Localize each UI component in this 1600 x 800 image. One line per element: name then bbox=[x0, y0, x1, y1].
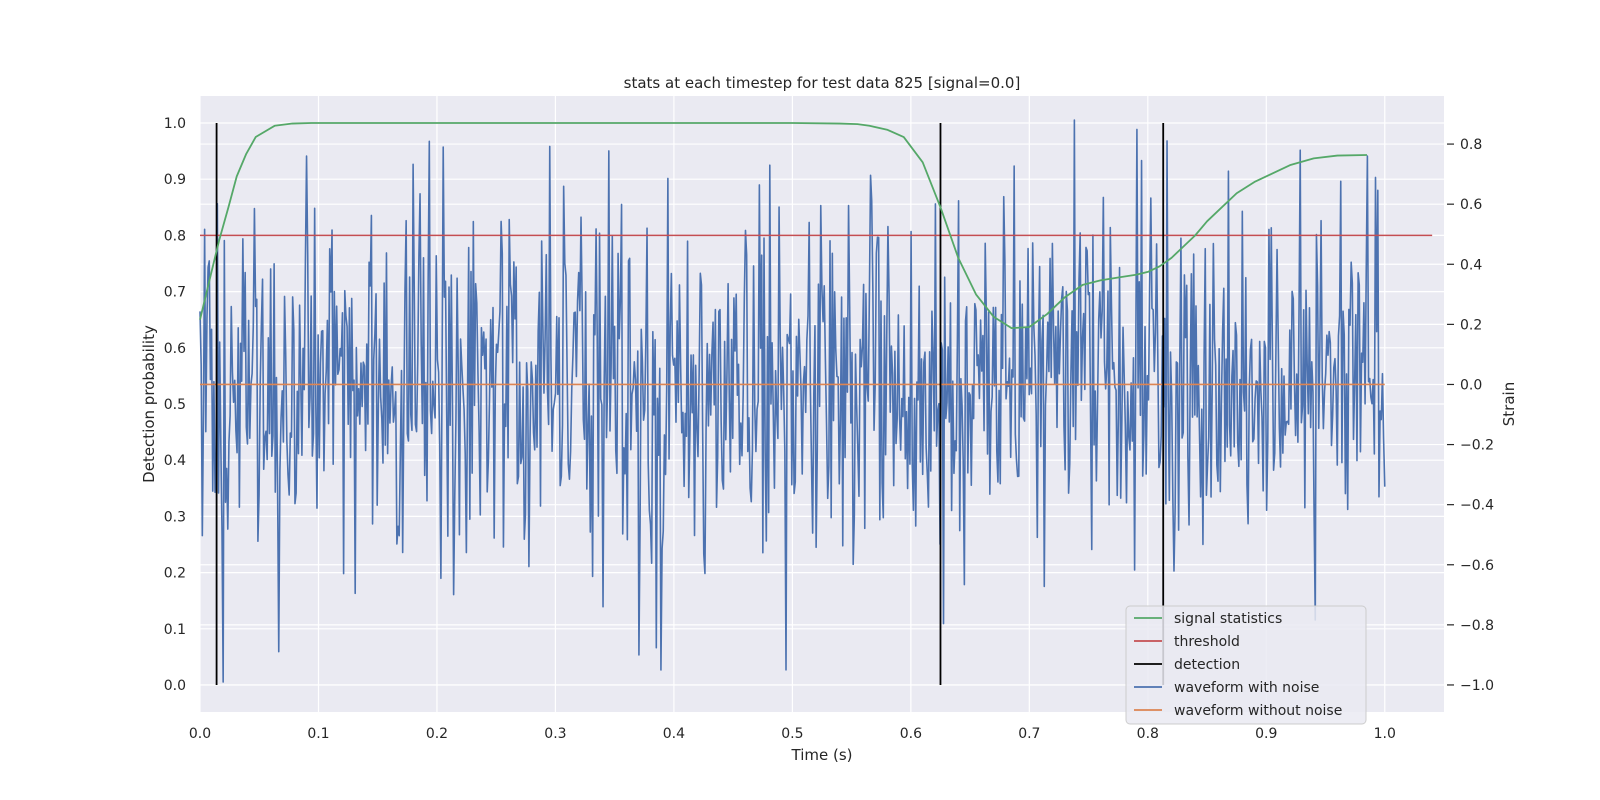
y-right-tick-label-5: 0.0 bbox=[1460, 377, 1482, 393]
y-right-tick-label-0: −1.0 bbox=[1460, 678, 1494, 694]
y-right-tick-label-2: −0.6 bbox=[1460, 558, 1494, 574]
y-right-tick-label-4: −0.2 bbox=[1460, 438, 1494, 454]
y-left-tick-label-8: 0.8 bbox=[164, 228, 186, 244]
y-right-axis-ticks: −1.0 −0.8 −0.6 −0.4 −0.2 0.0 0.2 0.4 0.6 0.8 bbox=[1447, 137, 1494, 694]
legend-label-0: signal statistics bbox=[1174, 611, 1282, 627]
y-right-axis-label: Strain bbox=[1500, 382, 1518, 426]
x-tick-label-5: 0.5 bbox=[781, 726, 803, 742]
x-tick-label-9: 0.9 bbox=[1255, 726, 1277, 742]
series-layer bbox=[199, 119, 1433, 686]
x-tick-label-7: 0.7 bbox=[1018, 726, 1040, 742]
series-waveform-with-noise bbox=[199, 119, 1386, 683]
x-tick-label-4: 0.4 bbox=[663, 726, 685, 742]
legend-label-1: threshold bbox=[1174, 634, 1240, 650]
legend-label-3: waveform with noise bbox=[1174, 680, 1319, 696]
legend-box bbox=[1125, 605, 1367, 725]
y-left-tick-label-0: 0.0 bbox=[164, 678, 186, 694]
y-left-tick-label-7: 0.7 bbox=[164, 285, 186, 301]
legend: signal statistics threshold detection wavef… bbox=[1125, 605, 1367, 725]
x-tick-label-2: 0.2 bbox=[426, 726, 448, 742]
y-left-tick-label-3: 0.3 bbox=[164, 509, 186, 525]
series-signal-statistics bbox=[199, 122, 1368, 330]
legend-label-2: detection bbox=[1174, 657, 1240, 673]
y-left-axis-label: Detection probability bbox=[140, 325, 158, 483]
x-tick-label-10: 1.0 bbox=[1374, 726, 1396, 742]
legend-label-4: waveform without noise bbox=[1174, 703, 1342, 719]
y-left-tick-label-2: 0.2 bbox=[164, 566, 186, 582]
x-tick-label-1: 0.1 bbox=[307, 726, 329, 742]
y-right-tick-label-8: 0.6 bbox=[1460, 197, 1482, 213]
y-right-tick-label-9: 0.8 bbox=[1460, 137, 1482, 153]
y-right-tick-label-3: −0.4 bbox=[1460, 498, 1494, 514]
x-axis-label: Time (s) bbox=[791, 746, 853, 764]
x-tick-label-0: 0.0 bbox=[189, 726, 211, 742]
x-tick-label-8: 0.8 bbox=[1137, 726, 1159, 742]
y-right-tick-label-7: 0.4 bbox=[1460, 257, 1482, 273]
y-left-tick-label-6: 0.6 bbox=[164, 341, 186, 357]
y-left-tick-label-5: 0.5 bbox=[164, 397, 186, 413]
y-left-axis-ticks: 0.0 0.1 0.2 0.3 0.4 0.5 0.6 0.7 0.8 0.9 1.0 bbox=[164, 116, 186, 694]
y-left-tick-label-9: 0.9 bbox=[164, 172, 186, 188]
x-tick-label-6: 0.6 bbox=[900, 726, 922, 742]
y-right-tick-label-1: −0.8 bbox=[1460, 618, 1494, 634]
y-left-tick-label-10: 1.0 bbox=[164, 116, 186, 132]
x-tick-label-3: 0.3 bbox=[544, 726, 566, 742]
chart-title: stats at each timestep for test data 825… bbox=[624, 74, 1021, 92]
x-axis-ticks: 0.0 0.1 0.2 0.3 0.4 0.5 0.6 0.7 0.8 0.9 1.0 bbox=[189, 726, 1396, 742]
y-left-tick-label-4: 0.4 bbox=[164, 453, 186, 469]
y-left-tick-label-1: 0.1 bbox=[164, 622, 186, 638]
y-right-tick-label-6: 0.2 bbox=[1460, 317, 1482, 333]
